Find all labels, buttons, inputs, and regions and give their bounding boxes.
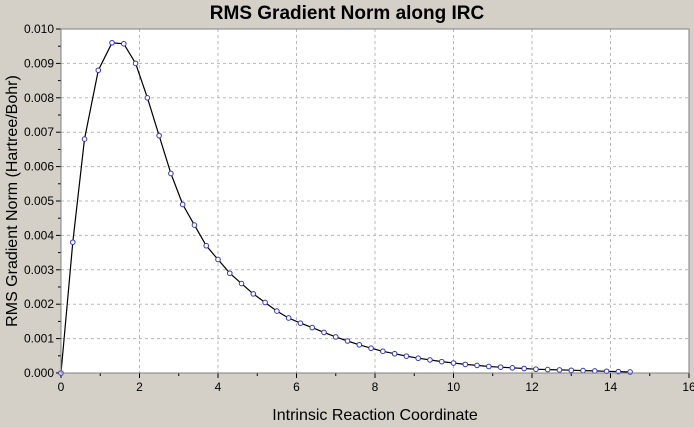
data-point — [81, 136, 88, 142]
y-tick-label: 0.000 — [24, 366, 54, 380]
y-tick-label: 0.002 — [24, 297, 54, 311]
y-tick-label: 0.007 — [24, 125, 54, 139]
x-tick-label: 14 — [604, 380, 618, 394]
data-point — [274, 308, 280, 314]
data-point — [156, 132, 162, 139]
data-point — [556, 367, 563, 373]
data-point — [297, 320, 304, 326]
y-tick-label: 0.001 — [24, 332, 54, 346]
data-point — [486, 363, 492, 370]
data-point — [168, 170, 174, 177]
y-tick-label: 0.008 — [24, 91, 54, 105]
chart-title: RMS Gradient Norm along IRC — [209, 3, 485, 24]
x-tick-label: 2 — [136, 380, 143, 394]
data-point — [321, 329, 327, 336]
data-point — [215, 256, 221, 263]
x-tick-label: 6 — [293, 380, 300, 394]
data-point — [415, 355, 421, 362]
data-point — [580, 367, 586, 374]
y-tick-label: 0.005 — [24, 194, 54, 208]
axis-ticks: 0 2 4 6 8 10 12 14 16 0.000 0.001 0.002 0.003 0.004 0.… — [24, 22, 694, 394]
x-tick-label: 12 — [525, 380, 539, 394]
data-point — [497, 364, 504, 370]
y-tick-label: 0.006 — [24, 160, 54, 174]
data-point — [69, 239, 76, 246]
x-tick-label: 8 — [372, 380, 379, 394]
y-axis-label: RMS Gradient Norm (Hartree/Bohr) — [4, 75, 21, 327]
data-point — [144, 95, 151, 101]
y-tick-label: 0.003 — [24, 263, 54, 277]
data-point — [391, 350, 398, 357]
data-point — [109, 39, 115, 46]
data-point — [285, 315, 292, 321]
data-point — [438, 358, 445, 365]
data-point — [250, 291, 257, 297]
data-point — [450, 360, 457, 366]
data-point — [191, 222, 198, 228]
y-tick-label: 0.004 — [24, 228, 54, 242]
data-point — [344, 338, 351, 344]
data-point — [521, 365, 527, 372]
data-point — [309, 324, 316, 331]
x-tick-label: 0 — [58, 380, 65, 394]
data-point — [462, 361, 469, 368]
data-point — [627, 369, 633, 375]
data-point — [474, 362, 480, 369]
data-point — [403, 353, 410, 359]
data-point — [427, 357, 433, 363]
x-tick-label: 16 — [682, 380, 694, 394]
grid-lines — [61, 29, 689, 373]
data-point — [509, 365, 516, 371]
x-axis-label: Intrinsic Reaction Coordinate — [272, 407, 478, 424]
data-point — [356, 341, 363, 348]
data-point — [95, 67, 102, 74]
plot-area-border — [60, 28, 690, 374]
data-point — [132, 60, 139, 67]
data-point — [121, 40, 127, 47]
x-tick-label: 10 — [447, 380, 461, 394]
data-point — [544, 366, 551, 373]
data-point — [262, 299, 268, 306]
data-point — [603, 368, 610, 375]
data-point — [332, 334, 339, 340]
data-point — [368, 345, 374, 352]
y-tick-label: 0.010 — [24, 22, 54, 36]
data-point — [203, 242, 210, 249]
data-point — [380, 348, 386, 355]
data-point — [238, 280, 245, 287]
y-tick-label: 0.009 — [24, 56, 54, 70]
data-point — [179, 201, 186, 208]
x-tick-label: 4 — [215, 380, 222, 394]
data-point — [568, 367, 575, 374]
data-point — [226, 270, 233, 277]
data-point — [533, 366, 539, 373]
